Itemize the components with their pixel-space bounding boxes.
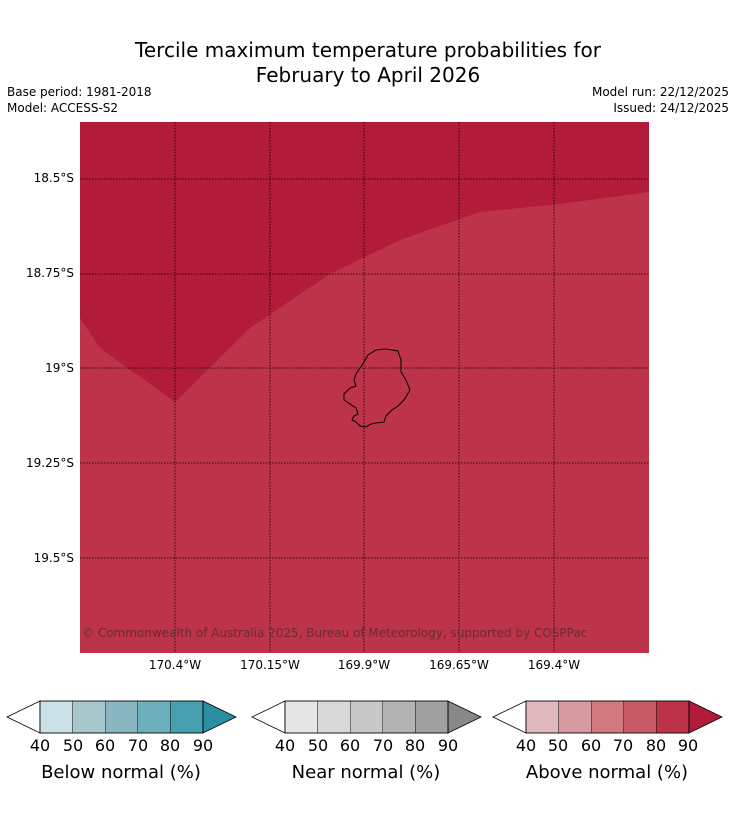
legend-tick: 40 xyxy=(274,736,296,755)
colorbar-high-extend xyxy=(202,700,237,734)
map-svg xyxy=(80,122,649,653)
colorbar-outline xyxy=(525,700,690,734)
lat-label-18.75: 18.75°S xyxy=(26,266,74,280)
legend-tick: 90 xyxy=(192,736,214,755)
legend-tick: 90 xyxy=(677,736,699,755)
colorbar-segment xyxy=(170,700,204,734)
niue-island-outline xyxy=(343,348,411,428)
colorbar-near-normal xyxy=(251,700,482,734)
colorbar-high-extend xyxy=(688,700,723,734)
legend-title-above: Above normal (%) xyxy=(525,762,689,783)
colorbar-low-extend xyxy=(251,700,286,734)
colorbar-segment xyxy=(39,700,73,734)
meta-right: Model run: 22/12/2025 Issued: 24/12/2025 xyxy=(592,84,729,116)
colorbar-segment xyxy=(137,700,171,734)
map-area xyxy=(80,122,649,653)
colorbar-high-extend xyxy=(447,700,482,734)
legend-tick: 50 xyxy=(307,736,329,755)
legend-tick: 70 xyxy=(612,736,634,755)
graticule xyxy=(80,122,649,653)
lon-label-169.65: 169.65°W xyxy=(429,658,489,672)
lat-label-19: 19°S xyxy=(45,361,74,375)
legend-tick: 90 xyxy=(437,736,459,755)
colorbar-segment xyxy=(382,700,416,734)
legend-tick: 70 xyxy=(127,736,149,755)
colorbar-segment xyxy=(590,700,624,734)
colorbar-segment xyxy=(72,700,106,734)
legend-tick: 60 xyxy=(580,736,602,755)
legend-title-near: Near normal (%) xyxy=(291,762,441,783)
lat-label-19.5: 19.5°S xyxy=(33,551,74,565)
title-line-2: February to April 2026 xyxy=(255,63,481,87)
issued-date: Issued: 24/12/2025 xyxy=(613,101,729,115)
lon-label-169.4: 169.4°W xyxy=(527,658,581,672)
legend-above-normal xyxy=(492,700,723,734)
legend-tick: 80 xyxy=(645,736,667,755)
colorbar-segment xyxy=(623,700,657,734)
colorbar-low-extend xyxy=(492,700,527,734)
colorbar-segment xyxy=(656,700,690,734)
above-90-region xyxy=(80,122,649,402)
colorbar-segment xyxy=(558,700,592,734)
lat-label-18.5: 18.5°S xyxy=(33,171,74,185)
colorbar-below-normal xyxy=(6,700,237,734)
colorbar-low-extend xyxy=(6,700,41,734)
title-line-1: Tercile maximum temperature probabilitie… xyxy=(135,38,601,62)
meta-left: Base period: 1981-2018 Model: ACCESS-S2 xyxy=(7,84,152,116)
colorbar-segment xyxy=(104,700,138,734)
colorbar-outline xyxy=(284,700,449,734)
colorbar-segment xyxy=(317,700,351,734)
legend-tick: 60 xyxy=(94,736,116,755)
legend-tick: 40 xyxy=(29,736,51,755)
legend-title-below: Below normal (%) xyxy=(41,762,201,783)
colorbar-segment xyxy=(525,700,559,734)
model-run: Model run: 22/12/2025 xyxy=(591,85,729,99)
model-name: Model: ACCESS-S2 xyxy=(7,101,119,115)
copyright-text: © Commonwealth of Australia 2025, Bureau… xyxy=(82,626,588,640)
legend-tick: 80 xyxy=(404,736,426,755)
colorbar-segment xyxy=(349,700,383,734)
legend-tick: 40 xyxy=(515,736,537,755)
lon-label-170.4: 170.4°W xyxy=(148,658,202,672)
map-title: Tercile maximum temperature probabilitie… xyxy=(0,38,736,88)
lon-label-169.9: 169.9°W xyxy=(337,658,391,672)
legend-near-normal xyxy=(251,700,482,734)
lon-label-170.15: 170.15°W xyxy=(240,658,300,672)
lat-label-19.25: 19.25°S xyxy=(26,456,74,470)
base-period: Base period: 1981-2018 xyxy=(7,85,152,99)
colorbar-segment xyxy=(415,700,449,734)
colorbar-outline xyxy=(39,700,204,734)
legend-tick: 60 xyxy=(339,736,361,755)
legend-tick: 80 xyxy=(159,736,181,755)
legend-below-normal xyxy=(6,700,237,734)
colorbar-segment xyxy=(284,700,318,734)
colorbar-above-normal xyxy=(492,700,723,734)
legend-tick: 50 xyxy=(547,736,569,755)
legend-tick: 70 xyxy=(372,736,394,755)
legend-tick: 50 xyxy=(62,736,84,755)
